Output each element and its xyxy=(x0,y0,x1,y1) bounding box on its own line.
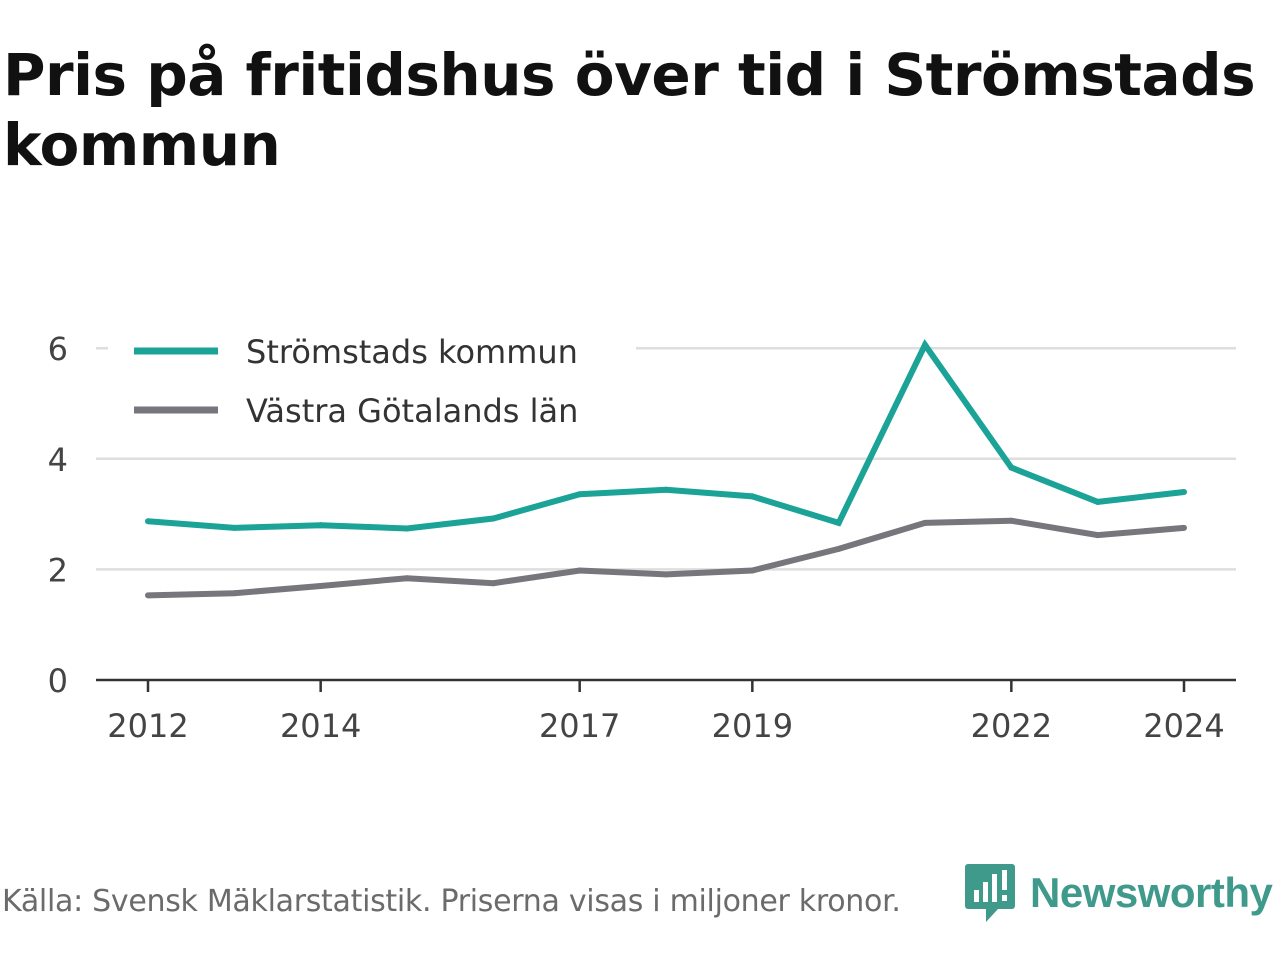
data-point xyxy=(1008,517,1015,524)
series-lines xyxy=(145,339,1187,599)
y-axis-ticks: 0 2 4 6 xyxy=(48,330,68,700)
data-point xyxy=(576,491,583,498)
newsworthy-logo-icon xyxy=(965,864,1015,922)
y-tick-label: 2 xyxy=(48,551,68,589)
x-tick-label: 2022 xyxy=(971,707,1052,745)
data-point xyxy=(1094,532,1101,539)
y-tick-label: 0 xyxy=(48,662,68,700)
source-note: Källa: Svensk Mäklarstatistik. Priserna … xyxy=(2,884,901,919)
data-point xyxy=(231,590,238,597)
data-point xyxy=(663,486,669,493)
brand-name: Newsworthy xyxy=(1030,869,1273,916)
y-tick-label: 6 xyxy=(48,330,68,368)
data-point xyxy=(231,524,238,531)
brand-logo: Newsworthy xyxy=(964,862,1273,924)
x-axis: 2012 2014 2017 2019 2022 2024 xyxy=(96,678,1236,745)
data-point xyxy=(749,493,756,500)
x-tick-label: 2024 xyxy=(1143,707,1224,745)
data-point xyxy=(749,567,756,574)
x-tick-label: 2019 xyxy=(712,707,793,745)
data-point xyxy=(663,571,669,578)
data-point xyxy=(835,545,842,552)
data-point xyxy=(835,519,842,526)
data-point xyxy=(1181,524,1187,531)
data-point xyxy=(1008,464,1015,471)
chart-title: Pris på fritidshus över tid i Strömstads… xyxy=(3,41,1256,179)
x-tick-label: 2014 xyxy=(280,707,361,745)
legend: Strömstads kommun Västra Götalands län xyxy=(108,326,636,432)
data-point xyxy=(490,580,497,587)
data-point xyxy=(317,582,324,589)
series-line-2 xyxy=(147,517,1185,599)
legend-label: Strömstads kommun xyxy=(246,333,578,371)
legend-background xyxy=(108,326,636,432)
data-point xyxy=(145,518,151,525)
y-tick-label: 4 xyxy=(48,441,68,479)
x-tick-label: 2017 xyxy=(539,707,620,745)
data-point xyxy=(404,575,410,582)
x-tick-label: 2012 xyxy=(107,707,188,745)
data-point xyxy=(404,525,410,532)
legend-label: Västra Götalands län xyxy=(246,392,578,430)
data-point xyxy=(1181,488,1187,495)
data-point xyxy=(317,522,324,529)
data-point xyxy=(922,341,928,348)
data-point xyxy=(490,515,497,522)
data-point xyxy=(576,567,583,574)
data-point xyxy=(1094,498,1101,505)
data-point xyxy=(145,592,151,599)
data-point xyxy=(922,519,928,526)
